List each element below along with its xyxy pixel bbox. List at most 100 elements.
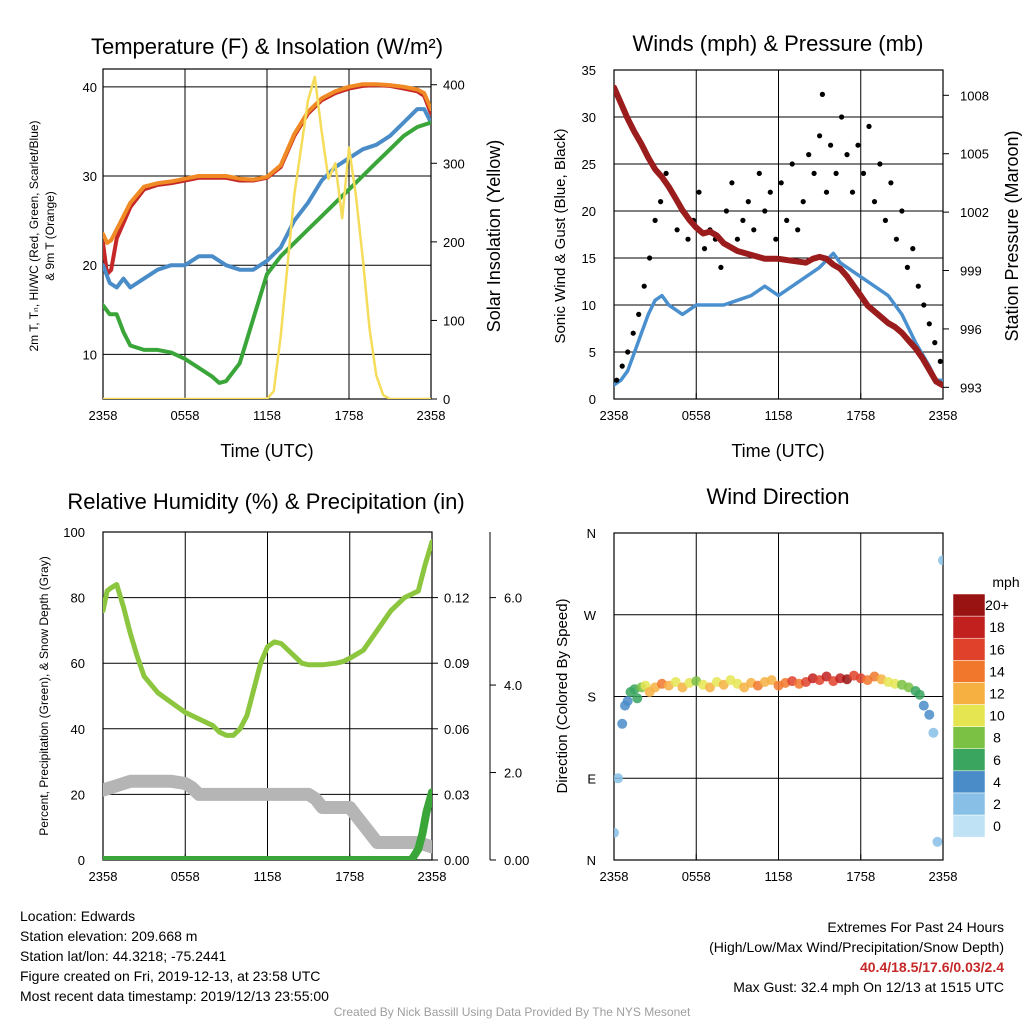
snow-y3-tick-label: 4.0 <box>504 678 522 693</box>
gust-point <box>734 236 741 242</box>
gust-point <box>866 123 872 129</box>
gust-point <box>729 180 735 186</box>
colorbar-level-label: 4 <box>993 774 1001 790</box>
gust-point <box>882 217 889 223</box>
gust-point <box>652 217 658 223</box>
gust-point <box>926 321 932 327</box>
colorbar-swatch <box>952 637 986 661</box>
colorbar-swatch <box>952 770 986 794</box>
gust-point <box>860 170 867 176</box>
gust-point <box>614 377 620 383</box>
rh-x-tick-label: 1158 <box>254 869 282 884</box>
wind-x-tick-label: 2358 <box>929 408 958 423</box>
temp-y-tick-label: 20 <box>83 258 97 273</box>
wdir-y-axis-title: Direction (Colored By Speed) <box>554 598 571 793</box>
colorbar-level-label: 2 <box>993 796 1001 812</box>
wdir-x-tick-label: 1758 <box>846 869 875 884</box>
rh-x-tick-label: 0558 <box>171 869 200 884</box>
rh-series-relative-humidity <box>103 539 432 738</box>
wdir-y-tick-label: N <box>587 853 596 868</box>
temp-x-tick-label: 1158 <box>253 408 281 423</box>
wdir-x-tick-label: 0558 <box>682 869 711 884</box>
temp-x-tick-label: 1758 <box>335 408 364 423</box>
wind-y-tick-label: 30 <box>582 110 596 125</box>
temp-series-2m-td <box>103 120 431 385</box>
gust-point <box>756 170 762 176</box>
precip-y2-tick-label: 0.12 <box>444 591 469 606</box>
temp-series-9m-t <box>103 82 431 245</box>
gust-point <box>718 264 724 270</box>
wind-x-tick-label: 0558 <box>682 408 711 423</box>
gust-point <box>871 199 878 205</box>
wind-direction-point <box>928 727 939 738</box>
wind-y2-tick-label: 996 <box>960 322 982 337</box>
wdir-y-tick-label: S <box>587 690 596 705</box>
wind-series-sonic-wind <box>614 251 943 387</box>
colorbar-level-label: 20+ <box>985 597 1009 613</box>
wdir-y-tick-label: N <box>587 526 596 541</box>
wdir-x-tick-label: 2358 <box>600 869 629 884</box>
wind-direction-point <box>614 827 619 838</box>
rh-y-tick-label: 100 <box>63 525 85 540</box>
temp-chart-title: Temperature (F) & Insolation (W/m²) <box>91 34 443 59</box>
snow-y3-tick-label: 6.0 <box>504 591 522 606</box>
gust-point <box>740 217 746 223</box>
colorbar-swatch <box>952 704 986 727</box>
colorbar-level-label: 6 <box>993 752 1001 768</box>
wind-x-axis-title: Time (UTC) <box>731 441 824 461</box>
wind-y2-tick-label: 1005 <box>960 147 989 162</box>
gust-point <box>625 349 631 355</box>
gust-point <box>937 358 943 364</box>
precip-y2-tick-label: 0.06 <box>444 722 469 737</box>
gust-point <box>789 161 795 167</box>
colorbar-swatch <box>952 748 986 772</box>
colorbar-swatch <box>952 615 986 639</box>
insolation-y-axis-title: Solar Insolation (Yellow) <box>484 140 504 332</box>
gust-point <box>811 170 817 176</box>
wind-y2-tick-label: 1008 <box>960 88 989 103</box>
temp-y2-tick-label: 300 <box>443 156 465 171</box>
precip-y2-tick-label: 0.00 <box>444 853 469 868</box>
precip-y2-tick-label: 0.09 <box>444 656 469 671</box>
wdir-x-tick-label: 2358 <box>929 869 958 884</box>
gust-point <box>762 208 768 214</box>
wind-x-tick-label: 2358 <box>600 408 629 423</box>
gust-point <box>701 246 708 252</box>
colorbar-level-label: 16 <box>989 641 1005 657</box>
temp-y-axis-title-line2: & 9m T (Orange) <box>43 191 57 281</box>
rh-series-precipitation <box>103 788 432 860</box>
wdir-x-tick-label: 1158 <box>765 869 793 884</box>
temp-x-tick-label: 0558 <box>171 408 200 423</box>
gust-point <box>817 133 823 139</box>
gust-point <box>904 264 911 270</box>
temp-y-tick-label: 40 <box>83 80 97 95</box>
gust-point <box>888 180 894 186</box>
gust-point <box>630 330 636 336</box>
gust-point <box>823 189 830 195</box>
wind-direction-point <box>705 682 715 693</box>
gust-point <box>696 189 702 195</box>
wind-direction-point <box>932 836 943 847</box>
temp-x-tick-label: 2358 <box>89 408 118 423</box>
gust-point <box>877 161 883 167</box>
temp-y-axis-title: 2m T, Tₙ, HI/WC (Red, Green, Scarlet/Blu… <box>27 120 41 351</box>
gust-point <box>723 208 730 214</box>
colorbar-level-label: 8 <box>993 730 1001 746</box>
wdir-y-tick-label: E <box>587 771 596 786</box>
wind-y-tick-label: 15 <box>582 251 596 266</box>
recent-data-text: Most recent data timestamp: 2019/12/13 2… <box>20 988 329 1004</box>
gust-point <box>806 152 812 158</box>
gust-point <box>915 283 921 289</box>
extremes-title: Extremes For Past 24 Hours <box>827 919 1004 935</box>
gust-point <box>844 152 850 158</box>
latlon-text: Station lat/lon: 44.3218; -75.2441 <box>20 948 227 964</box>
rh-y-axis-title: Percent, Precipitation (Green), & Snow D… <box>37 556 51 835</box>
temp-x-axis-title: Time (UTC) <box>220 441 313 461</box>
temp-y2-tick-label: 0 <box>443 392 450 407</box>
gust-point <box>745 199 751 205</box>
temp-y-tick-label: 30 <box>83 169 97 184</box>
max-gust-text: Max Gust: 32.4 mph On 12/13 at 1515 UTC <box>733 979 1004 995</box>
colorbar-level-label: 12 <box>989 685 1005 701</box>
wind-y-tick-label: 0 <box>589 392 596 407</box>
rh-x-tick-label: 1758 <box>335 869 364 884</box>
